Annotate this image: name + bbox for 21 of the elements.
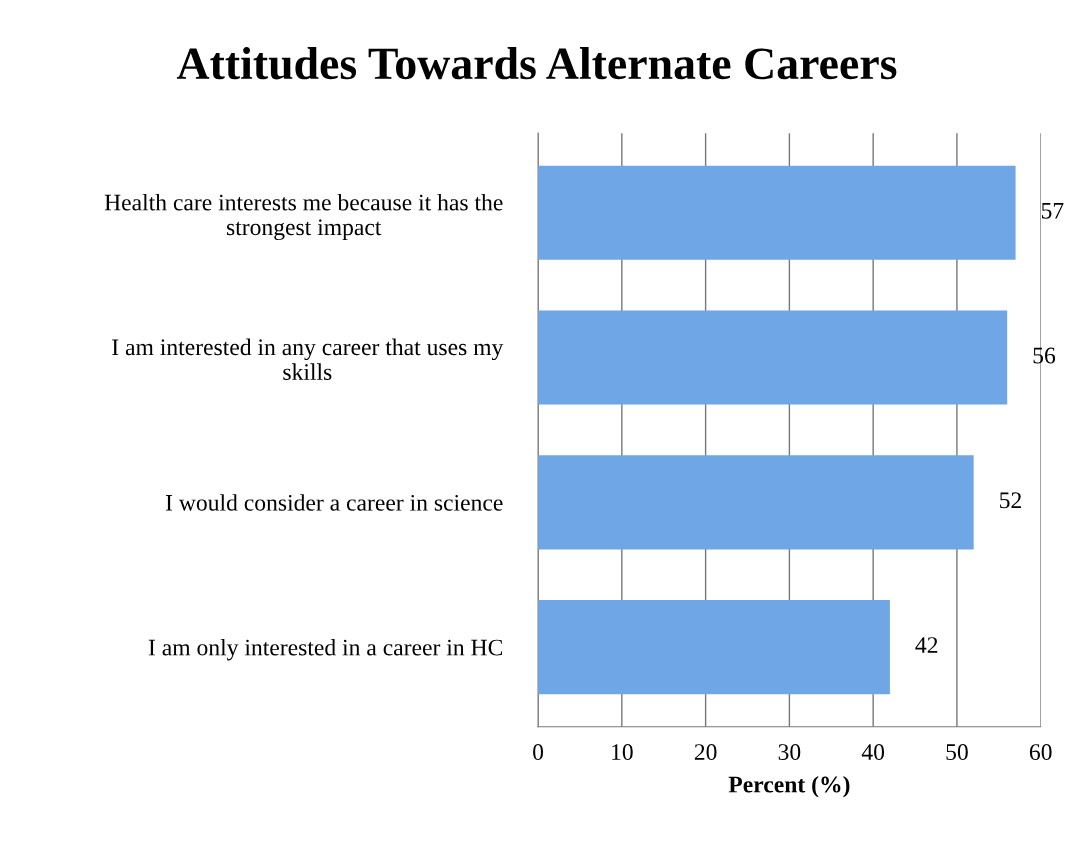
x-tick-label: 10 <box>612 744 633 761</box>
x-tick-label: 40 <box>861 744 885 761</box>
y-tick-label: I would consider a career in science <box>165 494 503 511</box>
bar <box>538 600 890 695</box>
data-label: 42 <box>915 637 938 653</box>
chart-title: Attitudes Towards Alternate Careers <box>176 47 897 80</box>
x-tick-label: 50 <box>946 744 968 761</box>
data-label: 56 <box>1033 347 1056 364</box>
x-tick-label: 0 <box>533 744 544 761</box>
bar <box>538 165 1016 260</box>
x-tick-label: 60 <box>1029 744 1052 761</box>
bar <box>538 455 974 550</box>
y-tick-label: Health care interests me because it has the strongest impact <box>104 193 503 241</box>
x-tick-label: 20 <box>694 744 717 761</box>
data-label: 52 <box>1000 492 1021 509</box>
y-tick-label: I am only interested in a career in HC <box>148 638 503 661</box>
x-tick-label: 30 <box>778 744 801 761</box>
x-axis-title: Percent (%) <box>728 775 850 798</box>
data-label: 57 <box>1041 202 1064 219</box>
bar <box>538 310 1008 405</box>
y-tick-label: I am interested in any career that uses my skills <box>112 338 504 380</box>
